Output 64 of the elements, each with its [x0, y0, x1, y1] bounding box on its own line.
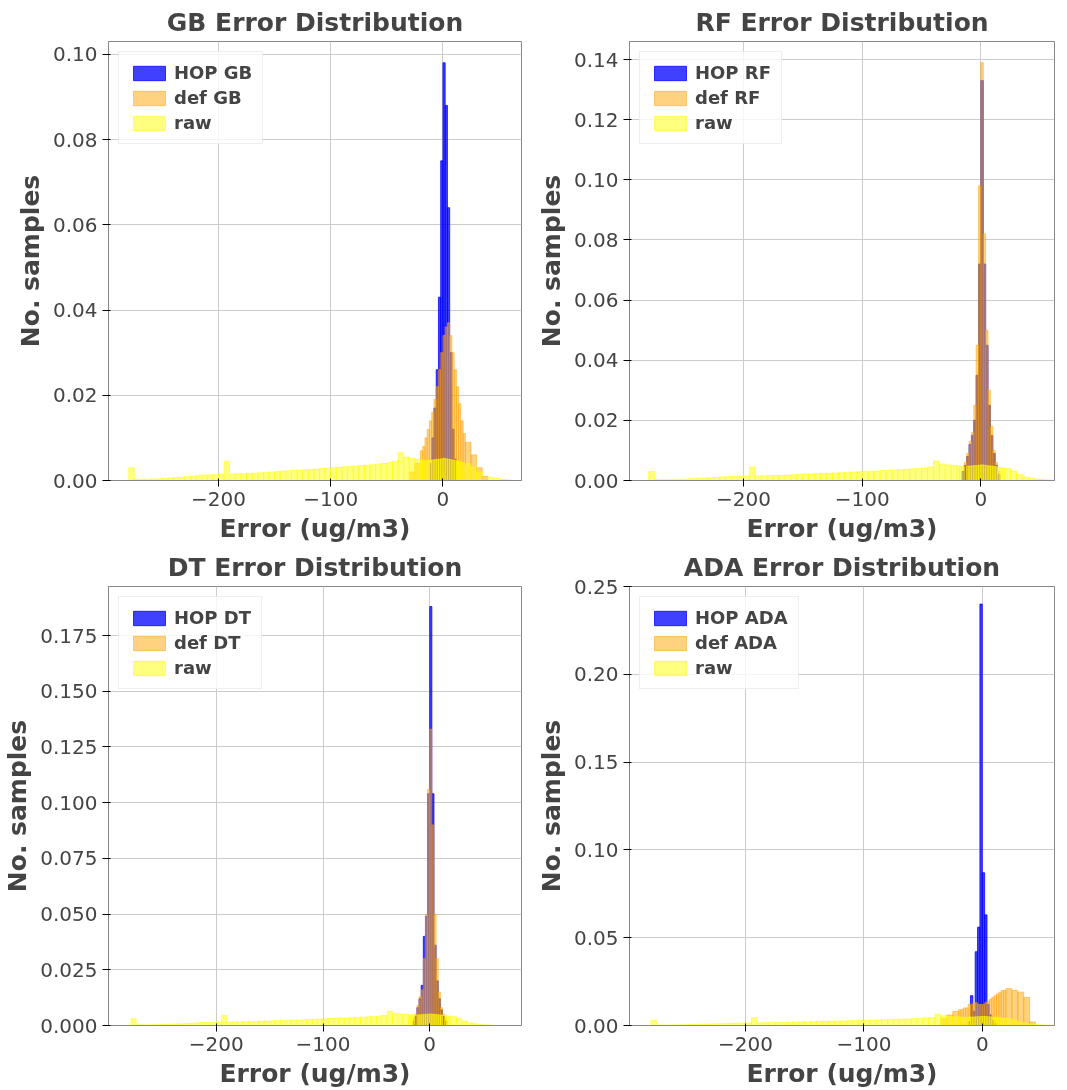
legend-label: def GB — [174, 87, 242, 108]
x-axis-title: Error (ug/m3) — [746, 513, 938, 543]
y-tick-label: 0.00 — [573, 1013, 619, 1038]
y-axis-title: No. samples — [536, 174, 566, 348]
y-tick-label: 0.150 — [40, 679, 98, 704]
y-tick-label: 0.125 — [40, 734, 98, 759]
y-axis-title: No. samples — [15, 174, 45, 348]
chart-title: GB Error Distribution — [166, 7, 464, 37]
y-tick-label: 0.04 — [52, 298, 98, 323]
y-tick-label: 0.25 — [573, 574, 619, 599]
x-tick-label: −200 — [191, 486, 246, 511]
y-axis-title: No. samples — [3, 719, 33, 893]
x-tick-label: −100 — [303, 486, 359, 511]
x-tick-label: −200 — [188, 1031, 244, 1056]
y-tick-label: 0.20 — [573, 662, 619, 687]
legend-label: raw — [695, 112, 733, 133]
legend-label: def ADA — [695, 632, 777, 653]
legend-label: raw — [695, 657, 733, 678]
y-tick-label: 0.050 — [40, 902, 98, 927]
chart-title: RF Error Distribution — [695, 7, 989, 37]
x-tick-label: 0 — [975, 1031, 989, 1056]
legend-label: HOP ADA — [695, 607, 788, 628]
y-tick-label: 0.15 — [573, 750, 619, 775]
y-tick-label: 0.10 — [52, 42, 98, 67]
x-tick-label: −100 — [295, 1031, 351, 1056]
y-tick-label: 0.08 — [573, 227, 619, 252]
y-tick-label: 0.10 — [573, 837, 619, 862]
legend-label: HOP RF — [695, 62, 771, 83]
y-tick-label: 0.100 — [40, 790, 98, 815]
legend-label: HOP DT — [174, 607, 252, 628]
y-tick-label: 0.14 — [573, 47, 619, 72]
x-tick-label: −100 — [834, 486, 890, 511]
legend-label: raw — [174, 112, 212, 133]
y-tick-label: 0.10 — [573, 167, 619, 192]
x-tick-label: −100 — [836, 1031, 892, 1056]
y-tick-label: 0.025 — [40, 957, 98, 982]
x-tick-label: 0 — [423, 1031, 437, 1056]
y-tick-label: 0.08 — [52, 127, 98, 152]
y-tick-label: 0.06 — [52, 212, 98, 237]
x-axis-title: Error (ug/m3) — [219, 1058, 411, 1088]
y-tick-label: 0.06 — [573, 288, 619, 313]
x-tick-label: −200 — [718, 1031, 773, 1056]
x-axis-title: Error (ug/m3) — [746, 1058, 938, 1088]
x-tick-label: 0 — [974, 486, 988, 511]
x-tick-label: −200 — [716, 486, 771, 511]
y-tick-label: 0.00 — [573, 468, 619, 493]
y-tick-label: 0.02 — [573, 408, 619, 433]
legend-label: HOP GB — [174, 62, 253, 83]
y-tick-label: 0.02 — [52, 383, 98, 408]
y-tick-label: 0.12 — [573, 107, 619, 132]
chart-title: DT Error Distribution — [167, 552, 463, 582]
y-tick-label: 0.175 — [40, 623, 98, 648]
chart-title: ADA Error Distribution — [683, 552, 1001, 582]
x-tick-label: 0 — [436, 486, 450, 511]
y-axis-title: No. samples — [536, 719, 566, 893]
legend-label: raw — [174, 657, 212, 678]
x-axis-title: Error (ug/m3) — [219, 513, 411, 543]
y-tick-label: 0.04 — [573, 348, 619, 373]
y-tick-label: 0.00 — [52, 468, 98, 493]
legend-label: def DT — [174, 632, 241, 653]
legend-label: def RF — [695, 87, 761, 108]
y-tick-label: 0.075 — [40, 846, 98, 871]
y-tick-label: 0.000 — [40, 1013, 98, 1038]
y-tick-label: 0.05 — [573, 925, 619, 950]
